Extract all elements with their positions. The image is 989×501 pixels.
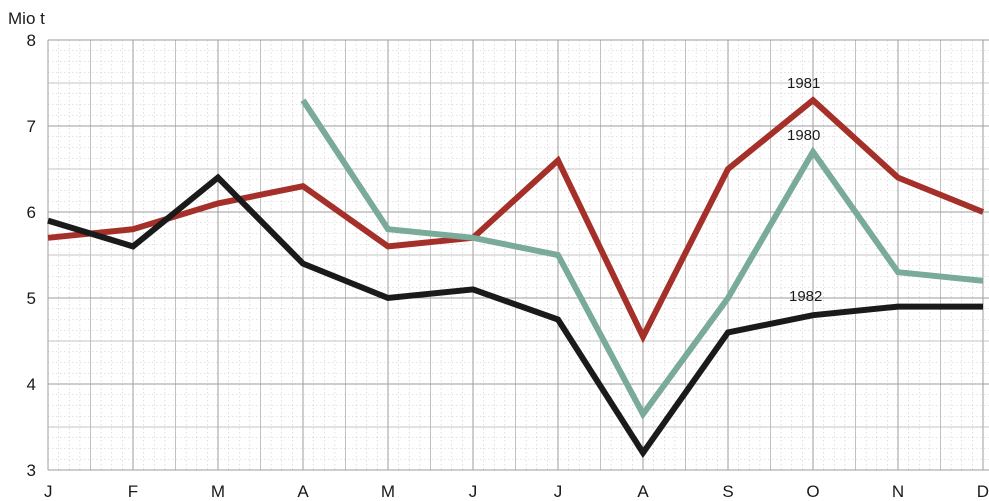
x-tick-label: O <box>806 482 819 501</box>
series-line-1980 <box>300 98 984 420</box>
y-tick-labels: 8 7 6 5 4 3 <box>27 31 36 480</box>
x-tick-label: D <box>977 482 989 501</box>
x-tick-label: M <box>381 482 395 501</box>
x-tick-label: J <box>469 482 478 501</box>
series-lines <box>47 96 985 459</box>
series-line-1981 <box>47 96 985 344</box>
series-label-1982: 1982 <box>789 288 822 305</box>
x-tick-label: A <box>637 482 649 501</box>
y-tick-label: 4 <box>27 375 36 394</box>
x-tick-label: J <box>554 482 563 501</box>
y-axis-title: Mio t <box>8 9 45 28</box>
x-tick-label: N <box>892 482 904 501</box>
series-labels: 1981 1980 1982 <box>787 75 822 305</box>
major-grid <box>47 39 989 471</box>
series-label-1980: 1980 <box>787 127 820 144</box>
x-tick-label: F <box>128 482 138 501</box>
x-tick-label: J <box>44 482 53 501</box>
y-tick-label: 8 <box>27 31 36 50</box>
series-line-1982 <box>47 173 983 459</box>
y-tick-label: 6 <box>27 203 36 222</box>
x-tick-label: M <box>211 482 225 501</box>
y-tick-label: 7 <box>27 117 36 136</box>
series-label-1981: 1981 <box>787 75 820 92</box>
x-tick-label: A <box>297 482 309 501</box>
y-tick-label: 3 <box>27 461 36 480</box>
y-tick-label: 5 <box>27 289 36 308</box>
x-tick-label: S <box>722 482 733 501</box>
